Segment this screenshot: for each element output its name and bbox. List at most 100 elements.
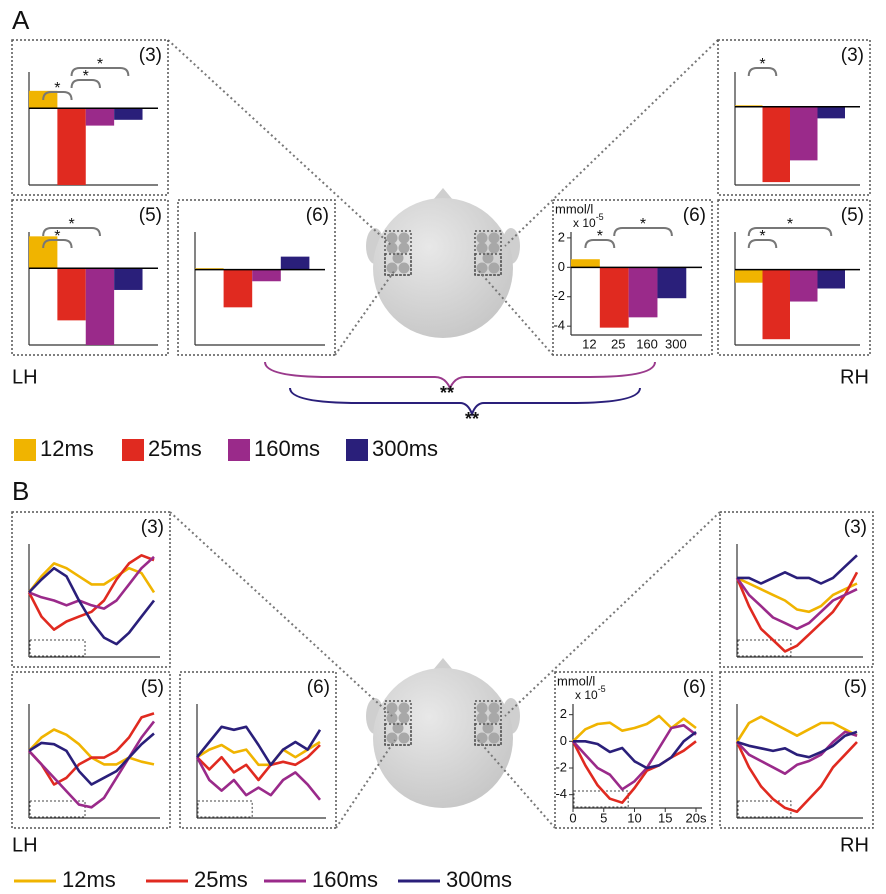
y-tick-label: -4 [553, 318, 565, 333]
y-scale-base: x 10 [573, 216, 596, 230]
stimulus-box [574, 791, 628, 807]
electrode [399, 713, 410, 724]
significance: * [640, 216, 646, 233]
electrode [387, 243, 398, 254]
bar [818, 270, 846, 289]
significance: * [97, 56, 103, 73]
y-label: mmol/l [557, 673, 595, 688]
y-scale-exp: -5 [596, 212, 604, 222]
electrode [489, 243, 500, 254]
panel-title: (3) [841, 45, 864, 66]
figure: A LH RH ** ** B LH RH (3)***(5)**(6)(3)*… [0, 0, 886, 894]
x-tick-label: 0 [569, 810, 576, 825]
bar [57, 268, 85, 320]
panel-title: (6) [683, 677, 706, 698]
bar [571, 259, 600, 267]
y-scale-exp: -5 [598, 684, 606, 694]
y-tick-label: 2 [560, 706, 567, 721]
legend-swatch [122, 439, 144, 461]
connector [170, 512, 392, 716]
bar [114, 108, 142, 120]
line-series [737, 578, 857, 612]
x-tick-label: 300 [665, 336, 687, 351]
electrode [477, 263, 488, 274]
electrode [477, 713, 488, 724]
x-tick-label: 25 [611, 336, 625, 351]
panel-label: B [12, 476, 29, 506]
electrode [399, 263, 410, 274]
panel-title: (5) [141, 677, 164, 698]
y-tick-label: 0 [560, 733, 567, 748]
panel-title: (3) [844, 517, 867, 538]
bar [818, 107, 846, 119]
electrode [387, 733, 398, 744]
electrode [477, 243, 488, 254]
significance: ** [465, 409, 479, 429]
bar [629, 267, 658, 317]
line-series [737, 555, 857, 583]
significance: * [787, 216, 793, 233]
electrode [489, 263, 500, 274]
bar [224, 270, 253, 308]
panel-title: (6) [683, 205, 706, 226]
bar [252, 270, 281, 282]
x-tick-label: 12 [582, 336, 596, 351]
hemisphere-label: RH [840, 366, 869, 388]
electrode [489, 713, 500, 724]
legend-swatch [228, 439, 250, 461]
bar [790, 107, 818, 161]
legend-swatch [14, 439, 36, 461]
significance: * [54, 80, 60, 97]
bar [657, 267, 686, 298]
significance: ** [440, 383, 454, 403]
bar [763, 270, 791, 340]
bar [86, 108, 114, 125]
panel-title: (6) [307, 677, 330, 698]
line-series [573, 725, 696, 789]
y-tick-label: -4 [555, 786, 567, 801]
legend-label: 25ms [148, 436, 202, 461]
bar [790, 270, 818, 302]
hemisphere-label: LH [12, 366, 38, 388]
bar [281, 257, 310, 270]
legend-label: 160ms [254, 436, 320, 461]
legend-label: 160ms [312, 867, 378, 892]
x-tick-label: 10 [627, 810, 641, 825]
legend-label: 25ms [194, 867, 248, 892]
electrode [477, 703, 488, 714]
electrode [387, 233, 398, 244]
significance: * [759, 56, 765, 73]
x-tick-label: 160 [636, 336, 658, 351]
bar [29, 236, 57, 268]
y-tick-label: -2 [553, 288, 565, 303]
connector [336, 740, 395, 828]
stimulus-box [30, 640, 85, 656]
legend-label: 12ms [40, 436, 94, 461]
bar [114, 268, 142, 290]
electrode [489, 703, 500, 714]
electrode [387, 263, 398, 274]
stimulus-box [198, 801, 252, 817]
bar [86, 268, 114, 345]
legend-swatch [346, 439, 368, 461]
hemisphere-label: LH [12, 834, 38, 856]
stimulus-box [738, 801, 791, 817]
heads [366, 188, 520, 808]
electrode [399, 233, 410, 244]
line-series [29, 555, 154, 629]
line-series [573, 716, 696, 741]
significance: * [759, 228, 765, 245]
connector [168, 40, 392, 246]
line-series [29, 557, 154, 609]
bar [600, 267, 629, 327]
legend-label: 12ms [62, 867, 116, 892]
brace [265, 362, 655, 388]
hemisphere-label: RH [840, 834, 869, 856]
legend-label: 300ms [372, 436, 438, 461]
line-series [737, 732, 857, 774]
y-tick-label: 0 [558, 259, 565, 274]
significance: * [68, 216, 74, 233]
y-tick-label: 2 [558, 229, 565, 244]
electrode [387, 713, 398, 724]
panel-label: A [12, 5, 30, 35]
